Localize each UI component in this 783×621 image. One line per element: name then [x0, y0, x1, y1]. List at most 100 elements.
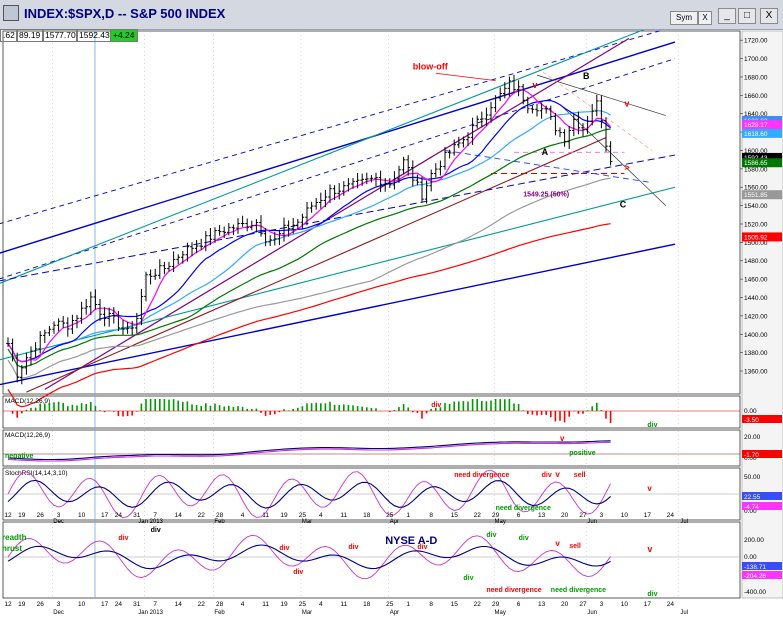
- x-tick-label: 13: [538, 512, 546, 519]
- x-month-label: Jun: [587, 519, 597, 525]
- panel-annotation: div: [647, 422, 657, 429]
- trend-line: [0, 25, 676, 225]
- window-title-bar[interactable]: INDEX:$SPX,D -- S&P 500 INDEX Sym X _ □ …: [0, 0, 783, 30]
- stochrsi-signal-line: [7, 479, 611, 509]
- minimize-button[interactable]: _: [718, 8, 736, 24]
- symbol-button[interactable]: Sym: [670, 11, 698, 25]
- price-tag-label: 1618.60: [744, 131, 768, 138]
- x-tick-label: 1: [406, 601, 410, 608]
- x-month-label: Jun: [587, 610, 597, 616]
- x-month-label: Dec: [53, 610, 64, 616]
- x-month-label: May: [495, 610, 506, 616]
- ohlc-prev: 1577.70: [42, 29, 78, 42]
- panel-annotation: div: [293, 569, 303, 576]
- x-tick-label: 25: [299, 601, 307, 608]
- panel-annotation: v: [647, 484, 652, 493]
- panel-annotation: need divergence: [486, 587, 541, 594]
- x-tick-label: 15: [451, 601, 459, 608]
- price-tag-label: 1551.85: [744, 192, 768, 199]
- x-tick-label: 15: [451, 512, 459, 519]
- panel-annotation: v: [555, 539, 560, 548]
- price-tag-label: 1586.65: [744, 160, 768, 167]
- x-tick-label: 17: [101, 601, 109, 608]
- panel-tag-label: -204.26: [744, 573, 766, 580]
- x-tick-label: 4: [241, 601, 245, 608]
- panel-annotation: div: [486, 532, 496, 539]
- x-tick-label: 25: [386, 512, 394, 519]
- panel-tick-label: 0.00: [744, 508, 757, 515]
- panel-title: MACD(12,26,9): [5, 398, 50, 405]
- price-tag: [742, 120, 782, 130]
- panel-tick-label: 0.00: [744, 408, 757, 415]
- panel-frame: [2, 395, 741, 429]
- price-tick-label: 1440.00: [744, 295, 768, 302]
- x-month-label: Dec: [53, 519, 64, 525]
- panel-tag-label: -3.50: [744, 417, 759, 424]
- panel-annotation: div: [348, 544, 358, 551]
- panel-annotation: sell: [569, 543, 581, 550]
- trend-line: [0, 25, 653, 284]
- macd-signal-line: [7, 441, 611, 462]
- x-tick-label: 1: [406, 512, 410, 519]
- x-tick-label: 25: [386, 601, 394, 608]
- price-tag-label: 1628.17: [744, 122, 768, 129]
- price-tick-label: 1720.00: [744, 38, 768, 45]
- price-tick-label: 1540.00: [744, 203, 768, 210]
- ad-line: [7, 534, 611, 580]
- trend-line: [536, 74, 666, 116]
- price-tick-label: 1480.00: [744, 258, 768, 265]
- maximize-button[interactable]: □: [738, 8, 756, 24]
- x-month-label: Mar: [302, 519, 312, 525]
- trend-line: [0, 243, 676, 386]
- panel-tag-label: -4.74: [744, 504, 759, 511]
- price-tick-label: 1360.00: [744, 369, 768, 376]
- price-tick-label: 1640.00: [744, 111, 768, 118]
- x-tick-label: 20: [561, 512, 569, 519]
- x-month-label: Feb: [214, 610, 225, 616]
- x-month-label: Mar: [302, 610, 312, 616]
- panel-tick-label: 50.00: [744, 474, 761, 481]
- price-tick-label: 1400.00: [744, 332, 768, 339]
- price-annotation: blow-off: [413, 62, 449, 72]
- panel-title: NYSE A-D: [385, 535, 437, 547]
- x-tick-label: 3: [57, 601, 61, 608]
- price-annotation: C: [620, 199, 627, 209]
- x-tick-label: 11: [340, 512, 347, 519]
- panel-frame: [2, 521, 741, 599]
- price-tag: [742, 190, 782, 200]
- price-annotation: >: [624, 163, 629, 173]
- panel-title: MACD(12,26,9): [5, 432, 50, 439]
- panel-tick-label: 20.00: [744, 434, 761, 441]
- x-tick-label: 7: [153, 512, 157, 519]
- panel-tag: [742, 562, 782, 570]
- ma-blue-line: [7, 99, 611, 363]
- x-tick-label: 4: [241, 512, 245, 519]
- x-tick-label: 28: [216, 601, 224, 608]
- menu-close-button[interactable]: X: [698, 11, 712, 25]
- x-month-label: Apr: [390, 610, 399, 616]
- panel-tick-label: -400.00: [744, 589, 766, 596]
- x-tick-label: 18: [363, 601, 371, 608]
- close-button[interactable]: X: [760, 8, 778, 24]
- price-tag: [742, 158, 782, 168]
- x-tick-label: 28: [216, 512, 224, 519]
- app-icon: [3, 5, 19, 21]
- panel-tag: [742, 415, 782, 423]
- panel-tag: [742, 450, 782, 458]
- x-tick-label: 14: [175, 601, 183, 608]
- x-tick-label: 24: [115, 601, 123, 608]
- x-month-label: May: [495, 519, 506, 525]
- price-tick-label: 1680.00: [744, 74, 768, 81]
- x-tick-label: 24: [115, 512, 123, 519]
- panel-tick-label: 0.00: [744, 455, 757, 462]
- x-tick-label: 20: [561, 601, 569, 608]
- trend-line: [0, 41, 676, 254]
- panel-annotation: need divergence: [496, 505, 551, 512]
- x-tick-label: 26: [37, 512, 45, 519]
- panel-annotation: div: [519, 535, 529, 542]
- panel-tag: [742, 571, 782, 579]
- x-tick-label: 25: [299, 512, 307, 519]
- price-annotation: A: [542, 147, 549, 157]
- x-tick-label: 3: [600, 601, 604, 608]
